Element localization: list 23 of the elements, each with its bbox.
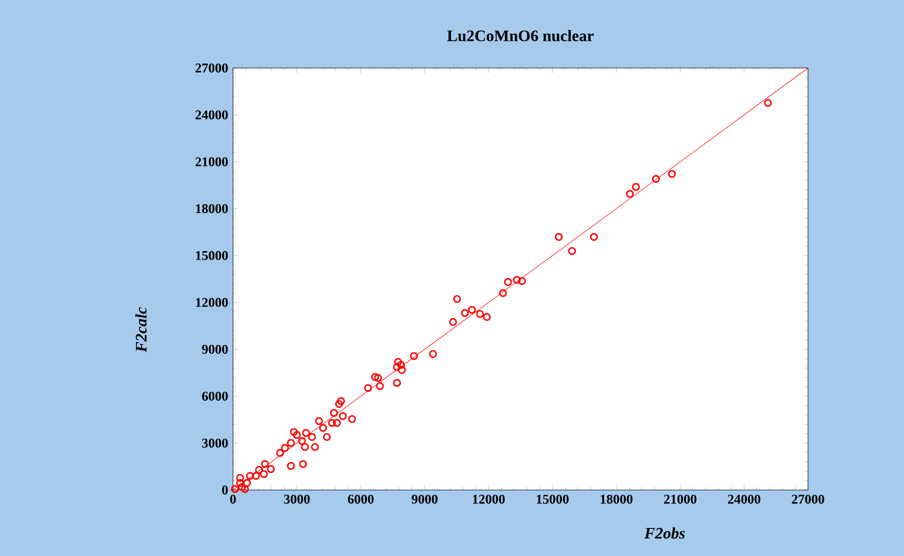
x-tick-label: 12000 [472,494,505,504]
y-tick-label: 3000 [202,438,228,448]
y-tick-label: 21000 [196,157,228,166]
x-tick-label: 3000 [284,494,310,504]
chart-title: Lu2CoMnO6 nuclear [447,30,594,42]
y-tick-label: 27000 [196,63,228,72]
y-tick-label: 24000 [196,110,228,120]
x-tick-label: 6000 [348,494,374,504]
x-tick-label: 24000 [728,494,760,504]
x-tick-label: 27000 [792,494,824,504]
y-tick-label: 0 [222,485,228,494]
y-tick-label: 15000 [196,251,228,260]
y-tick-label: 9000 [202,344,228,354]
y-axis-title: F2calc [135,307,147,352]
x-tick-label: 9000 [412,494,438,504]
x-tick-label: 21000 [664,494,696,504]
y-tick-label: 12000 [196,298,228,307]
y-tick-label: 18000 [196,204,228,214]
y-tick-label: 6000 [202,392,228,401]
x-tick-label: 18000 [600,494,632,504]
x-axis-title: F2obs [644,527,685,539]
x-tick-label: 0 [230,494,236,504]
x-tick-label: 15000 [536,494,569,504]
